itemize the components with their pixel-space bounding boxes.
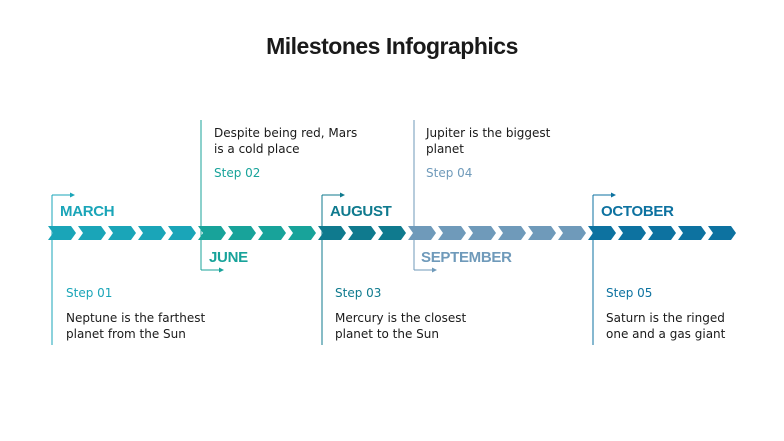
chevron: [288, 226, 316, 240]
step-01-text: Neptune is the farthest planet from the …: [66, 311, 206, 341]
chevron: [138, 226, 166, 240]
month-august: AUGUST: [330, 203, 392, 220]
chevron: [648, 226, 676, 240]
chevron: [78, 226, 106, 240]
chevron: [618, 226, 646, 240]
chevron: [468, 226, 496, 240]
month-october: OCTOBER: [601, 203, 674, 220]
step-05-text: Saturn is the ringed one and a gas giant: [606, 311, 726, 341]
chevron: [48, 226, 76, 240]
chevron: [108, 226, 136, 240]
month-june: JUNE: [209, 249, 248, 266]
chevron: [678, 226, 706, 240]
chevron: [438, 226, 466, 240]
chevron: [558, 226, 586, 240]
chevron: [318, 226, 346, 240]
step-01-label: Step 01: [66, 286, 113, 300]
connector-arrow: [51, 192, 75, 345]
chevron: [378, 226, 406, 240]
chevron: [408, 226, 436, 240]
step-05-label: Step 05: [606, 286, 653, 300]
chevron: [168, 226, 196, 240]
chevron: [258, 226, 286, 240]
chevron: [498, 226, 526, 240]
month-september: SEPTEMBER: [421, 249, 512, 266]
step-04-text: Jupiter is the biggest planet: [426, 126, 551, 156]
connector-arrow: [200, 120, 224, 273]
chevron: [198, 226, 226, 240]
chevron: [588, 226, 616, 240]
connector-arrow: [413, 120, 437, 273]
connector-arrow: [321, 192, 345, 345]
chevron: [528, 226, 556, 240]
step-03-text: Mercury is the closest planet to the Sun: [335, 311, 467, 341]
chevron: [348, 226, 376, 240]
step-02-text: Despite being red, Mars is a cold place: [214, 126, 358, 156]
step-03-label: Step 03: [335, 286, 382, 300]
chevron: [228, 226, 256, 240]
page-title: Milestones Infographics: [266, 33, 518, 59]
chevron: [708, 226, 736, 240]
step-02-label: Step 02: [214, 166, 261, 180]
step-04-label: Step 04: [426, 166, 473, 180]
connector-arrow: [592, 192, 616, 345]
month-march: MARCH: [60, 203, 115, 220]
